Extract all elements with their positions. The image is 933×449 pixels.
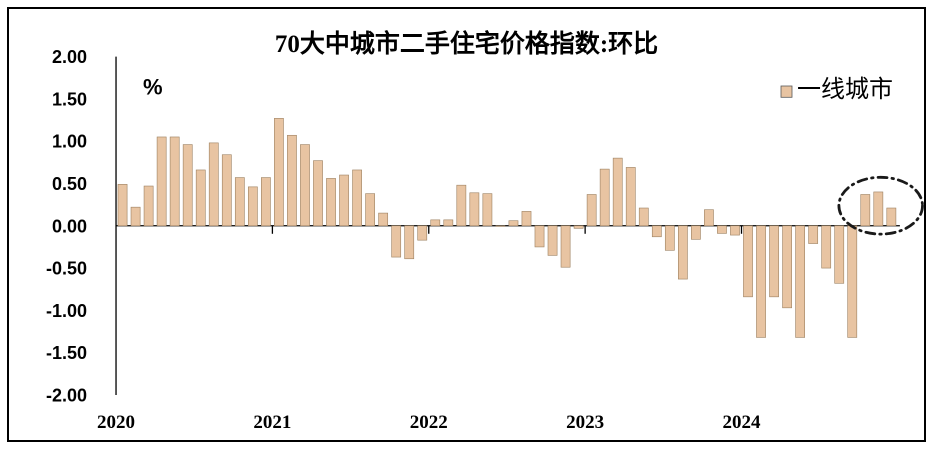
- svg-text:0.50: 0.50: [52, 174, 87, 194]
- svg-text:-2.00: -2.00: [46, 385, 87, 405]
- svg-text:一线城市: 一线城市: [797, 76, 893, 103]
- svg-text:1.50: 1.50: [52, 89, 87, 109]
- svg-text:2020: 2020: [97, 412, 135, 433]
- svg-text:-1.50: -1.50: [46, 343, 87, 363]
- svg-text:2.00: 2.00: [52, 47, 87, 67]
- svg-text:2024: 2024: [723, 412, 762, 433]
- svg-text:-0.50: -0.50: [46, 259, 87, 279]
- svg-text:2021: 2021: [253, 412, 291, 433]
- svg-text:%: %: [143, 75, 163, 100]
- svg-text:-1.00: -1.00: [46, 301, 87, 321]
- svg-text:1.00: 1.00: [52, 132, 87, 152]
- svg-text:2023: 2023: [566, 412, 604, 433]
- svg-text:2022: 2022: [410, 412, 448, 433]
- svg-text:0.00: 0.00: [52, 216, 87, 236]
